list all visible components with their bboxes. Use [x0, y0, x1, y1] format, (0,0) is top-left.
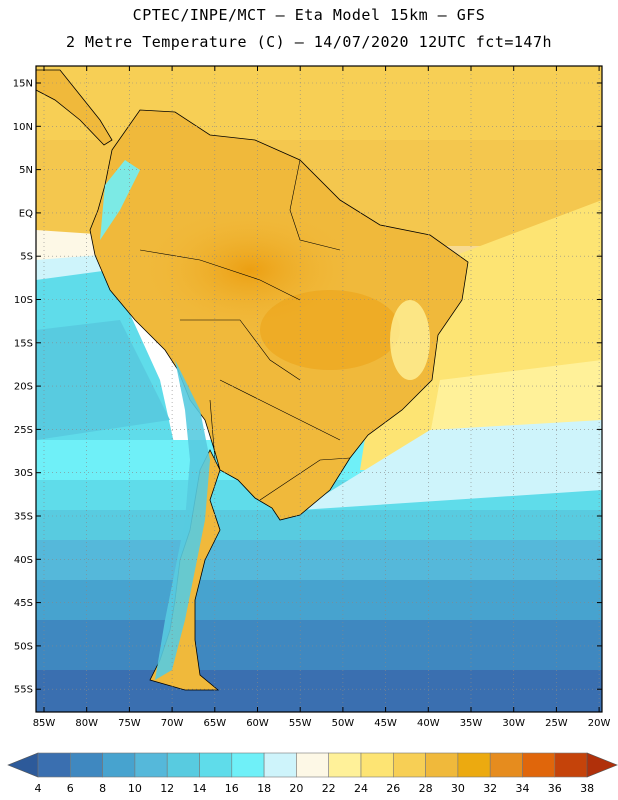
- colorbar-label: 30: [450, 782, 465, 795]
- brazil-highlands: [390, 300, 430, 380]
- chart-title-line-2: 2 Metre Temperature (C) – 14/07/2020 12U…: [65, 33, 553, 51]
- colorbar-swatch: [425, 752, 459, 778]
- lat-label: 5S: [20, 252, 33, 263]
- lon-label: 80W: [75, 718, 98, 729]
- colorbar-swatch: [199, 752, 233, 778]
- lat-label: 50S: [14, 641, 33, 652]
- colorbar-label: 18: [257, 782, 272, 795]
- latitude-axis: 15N 10N 5N EQ 5S 10S 15S 20S 25S 30S 35S 40S 45S 50S 5…: [13, 79, 602, 696]
- ocean-band-pacific-14: [36, 320, 170, 440]
- colorbar-swatch: [328, 752, 362, 778]
- longitude-axis: 85W 80W 75W 70W 65W 60W 55W 50W 45W 40W 35W 30W 25W 2…: [33, 66, 611, 729]
- colorbar-label: 36: [547, 782, 562, 795]
- colorbar-swatch: [263, 752, 297, 778]
- lat-label: 15S: [14, 338, 33, 349]
- lon-label: 25W: [545, 718, 568, 729]
- lat-label: 15N: [13, 79, 33, 90]
- colorbar-swatch: [37, 752, 71, 778]
- colorbar-swatch: [360, 752, 394, 778]
- lat-label: 10N: [13, 122, 33, 133]
- colorbar-label: 38: [580, 782, 595, 795]
- lon-label: 50W: [332, 718, 355, 729]
- lon-label: 40W: [417, 718, 440, 729]
- lon-label: 20W: [588, 718, 611, 729]
- lon-label: 85W: [33, 718, 56, 729]
- colorbar-swatch: [392, 752, 426, 778]
- map-border: [35, 65, 603, 713]
- colorbar-above-arrow: [586, 752, 618, 778]
- colorbar-swatch: [522, 752, 556, 778]
- lat-label: 45S: [14, 598, 33, 609]
- ocean-band-4: [36, 670, 602, 712]
- ocean-band-12: [36, 510, 602, 540]
- colorbar-label: 8: [99, 782, 107, 795]
- colorbar: [7, 752, 618, 778]
- colorbar-below-arrow: [7, 752, 39, 778]
- colorbar-swatch: [134, 752, 168, 778]
- colorbar-label: 6: [66, 782, 74, 795]
- lat-label: 20S: [14, 382, 33, 393]
- lat-label: 40S: [14, 555, 33, 566]
- lon-label: 70W: [161, 718, 184, 729]
- lat-label: 30S: [14, 468, 33, 479]
- colorbar-swatch: [102, 752, 136, 778]
- country-borders: [139, 159, 351, 501]
- colorbar-label: 14: [192, 782, 207, 795]
- lat-label: 25S: [14, 425, 33, 436]
- colorbar-label: 32: [483, 782, 498, 795]
- lon-label: 60W: [246, 718, 269, 729]
- central-brazil-hot: [260, 290, 400, 370]
- colorbar-label: 10: [127, 782, 142, 795]
- lon-label: 45W: [374, 718, 397, 729]
- andes-cold-zone: [155, 360, 210, 680]
- colorbar-label: 22: [321, 782, 336, 795]
- colorbar-swatch: [489, 752, 523, 778]
- colorbar-label: 16: [224, 782, 239, 795]
- lat-label: 5N: [19, 165, 33, 176]
- lon-label: 65W: [203, 718, 226, 729]
- northern-andes: [100, 160, 140, 240]
- colorbar-label: 34: [515, 782, 530, 795]
- colorbar-label: 28: [418, 782, 433, 795]
- map-field: [36, 66, 602, 712]
- colorbar-label: 24: [354, 782, 368, 795]
- colorbar-label: 20: [289, 782, 304, 795]
- ocean-band-10: [36, 540, 602, 580]
- colorbar-swatch: [554, 752, 588, 778]
- chart-title-line-1: CPTEC/INPE/MCT – Eta Model 15km – GFS: [132, 6, 486, 24]
- ocean-band-6: [36, 620, 602, 670]
- colorbar-swatch: [70, 752, 103, 778]
- colorbar-label: 4: [34, 782, 42, 795]
- atlantic-20: [300, 420, 602, 510]
- colorbar-swatch: [166, 752, 200, 778]
- lat-label: 10S: [14, 295, 33, 306]
- lat-label: 55S: [14, 685, 33, 696]
- colorbar-swatch: [231, 752, 265, 778]
- ocean-band-8: [36, 580, 602, 620]
- lon-label: 30W: [502, 718, 525, 729]
- lon-label: 55W: [289, 718, 312, 729]
- lon-label: 35W: [460, 718, 483, 729]
- colorbar-label: 12: [160, 782, 175, 795]
- lat-label: 35S: [14, 512, 33, 523]
- colorbar-label: 26: [386, 782, 401, 795]
- colorbar-swatch: [457, 752, 491, 778]
- lon-label: 75W: [118, 718, 141, 729]
- colorbar-swatch: [296, 752, 329, 778]
- lat-label: EQ: [19, 208, 33, 219]
